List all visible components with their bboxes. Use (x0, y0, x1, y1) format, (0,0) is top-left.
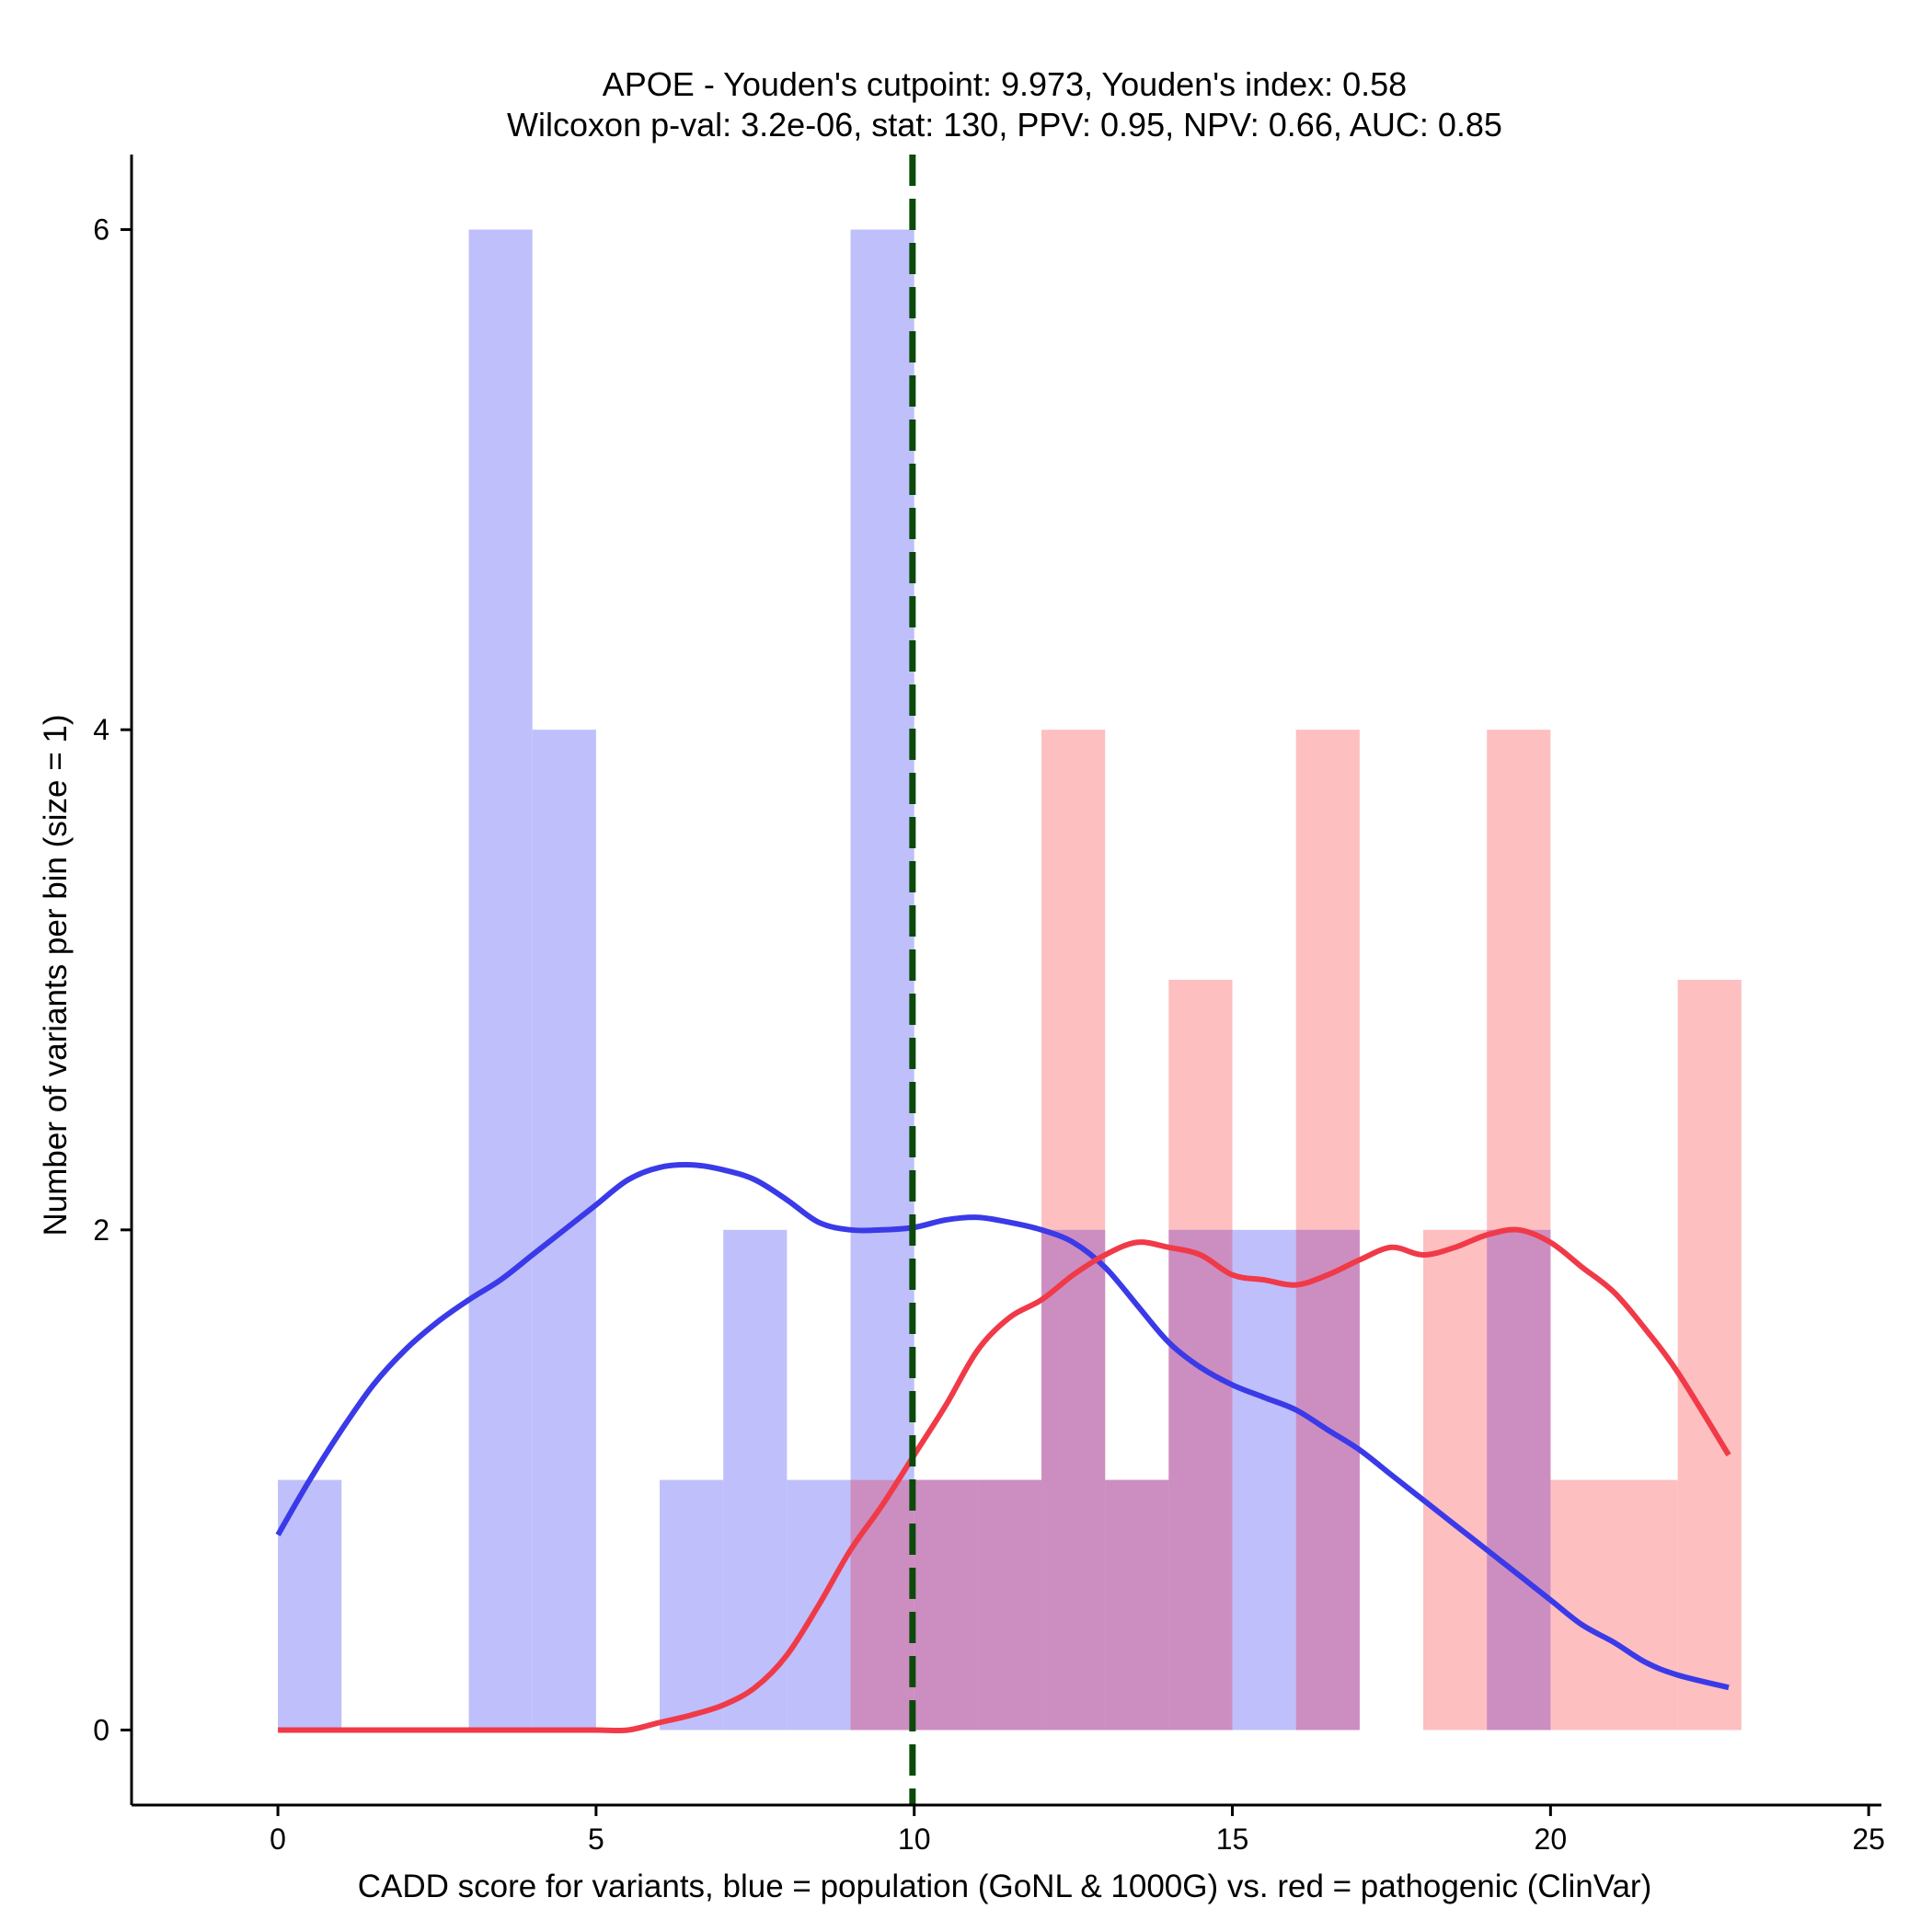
population-bar-6 (660, 1479, 724, 1731)
axes-group: 0 5 10 15 20 25 0 2 4 6 (93, 155, 1885, 1856)
overlap-bar-12 (1041, 1229, 1106, 1731)
chart-title-line2: Wilcoxon p-val: 3.2e-06, stat: 130, PPV:… (507, 106, 1502, 144)
x-tick-label-5: 5 (588, 1823, 604, 1856)
x-tick-label-25: 25 (1852, 1823, 1885, 1856)
population-bar-7 (723, 1229, 788, 1731)
overlap-bar-9 (850, 1479, 914, 1731)
overlap-bar-11 (977, 1479, 1042, 1731)
pathogenic-bar-18 (1423, 1229, 1488, 1731)
y-axis-label: Number of variants per bin (size = 1) (38, 714, 74, 1236)
x-tick-label-15: 15 (1216, 1823, 1249, 1856)
x-tick-label-0: 0 (270, 1823, 286, 1856)
overlap-bar-16 (1295, 1229, 1360, 1731)
x-axis-label: CADD score for variants, blue = populati… (358, 1869, 1652, 1904)
overlap-bar-19 (1487, 1229, 1551, 1731)
density-curves (275, 1161, 1731, 1734)
x-tick-label-20: 20 (1535, 1823, 1568, 1856)
population-bar-3 (468, 229, 533, 1731)
population-density-line (275, 1161, 1730, 1691)
y-tick-label-6: 6 (93, 213, 109, 247)
y-tick-label-0: 0 (93, 1713, 109, 1746)
overlap-bar-14 (1168, 1229, 1233, 1731)
y-tick-label-2: 2 (93, 1213, 109, 1247)
pathogenic-bar-21 (1614, 1479, 1678, 1731)
overlap-bars (850, 1229, 1551, 1731)
x-tick-label-10: 10 (898, 1823, 931, 1856)
pathogenic-density-line (278, 1226, 1731, 1734)
pathogenic-bar-22 (1677, 980, 1742, 1731)
y-tick-label-4: 4 (93, 713, 109, 746)
overlap-bar-10 (914, 1479, 978, 1731)
population-bar-15 (1232, 1229, 1296, 1731)
overlap-bar-13 (1105, 1479, 1169, 1731)
chart-title-line1: APOE - Youden's cutpoint: 9.973, Youden'… (603, 65, 1407, 103)
pathogenic-bar-20 (1550, 1479, 1615, 1731)
